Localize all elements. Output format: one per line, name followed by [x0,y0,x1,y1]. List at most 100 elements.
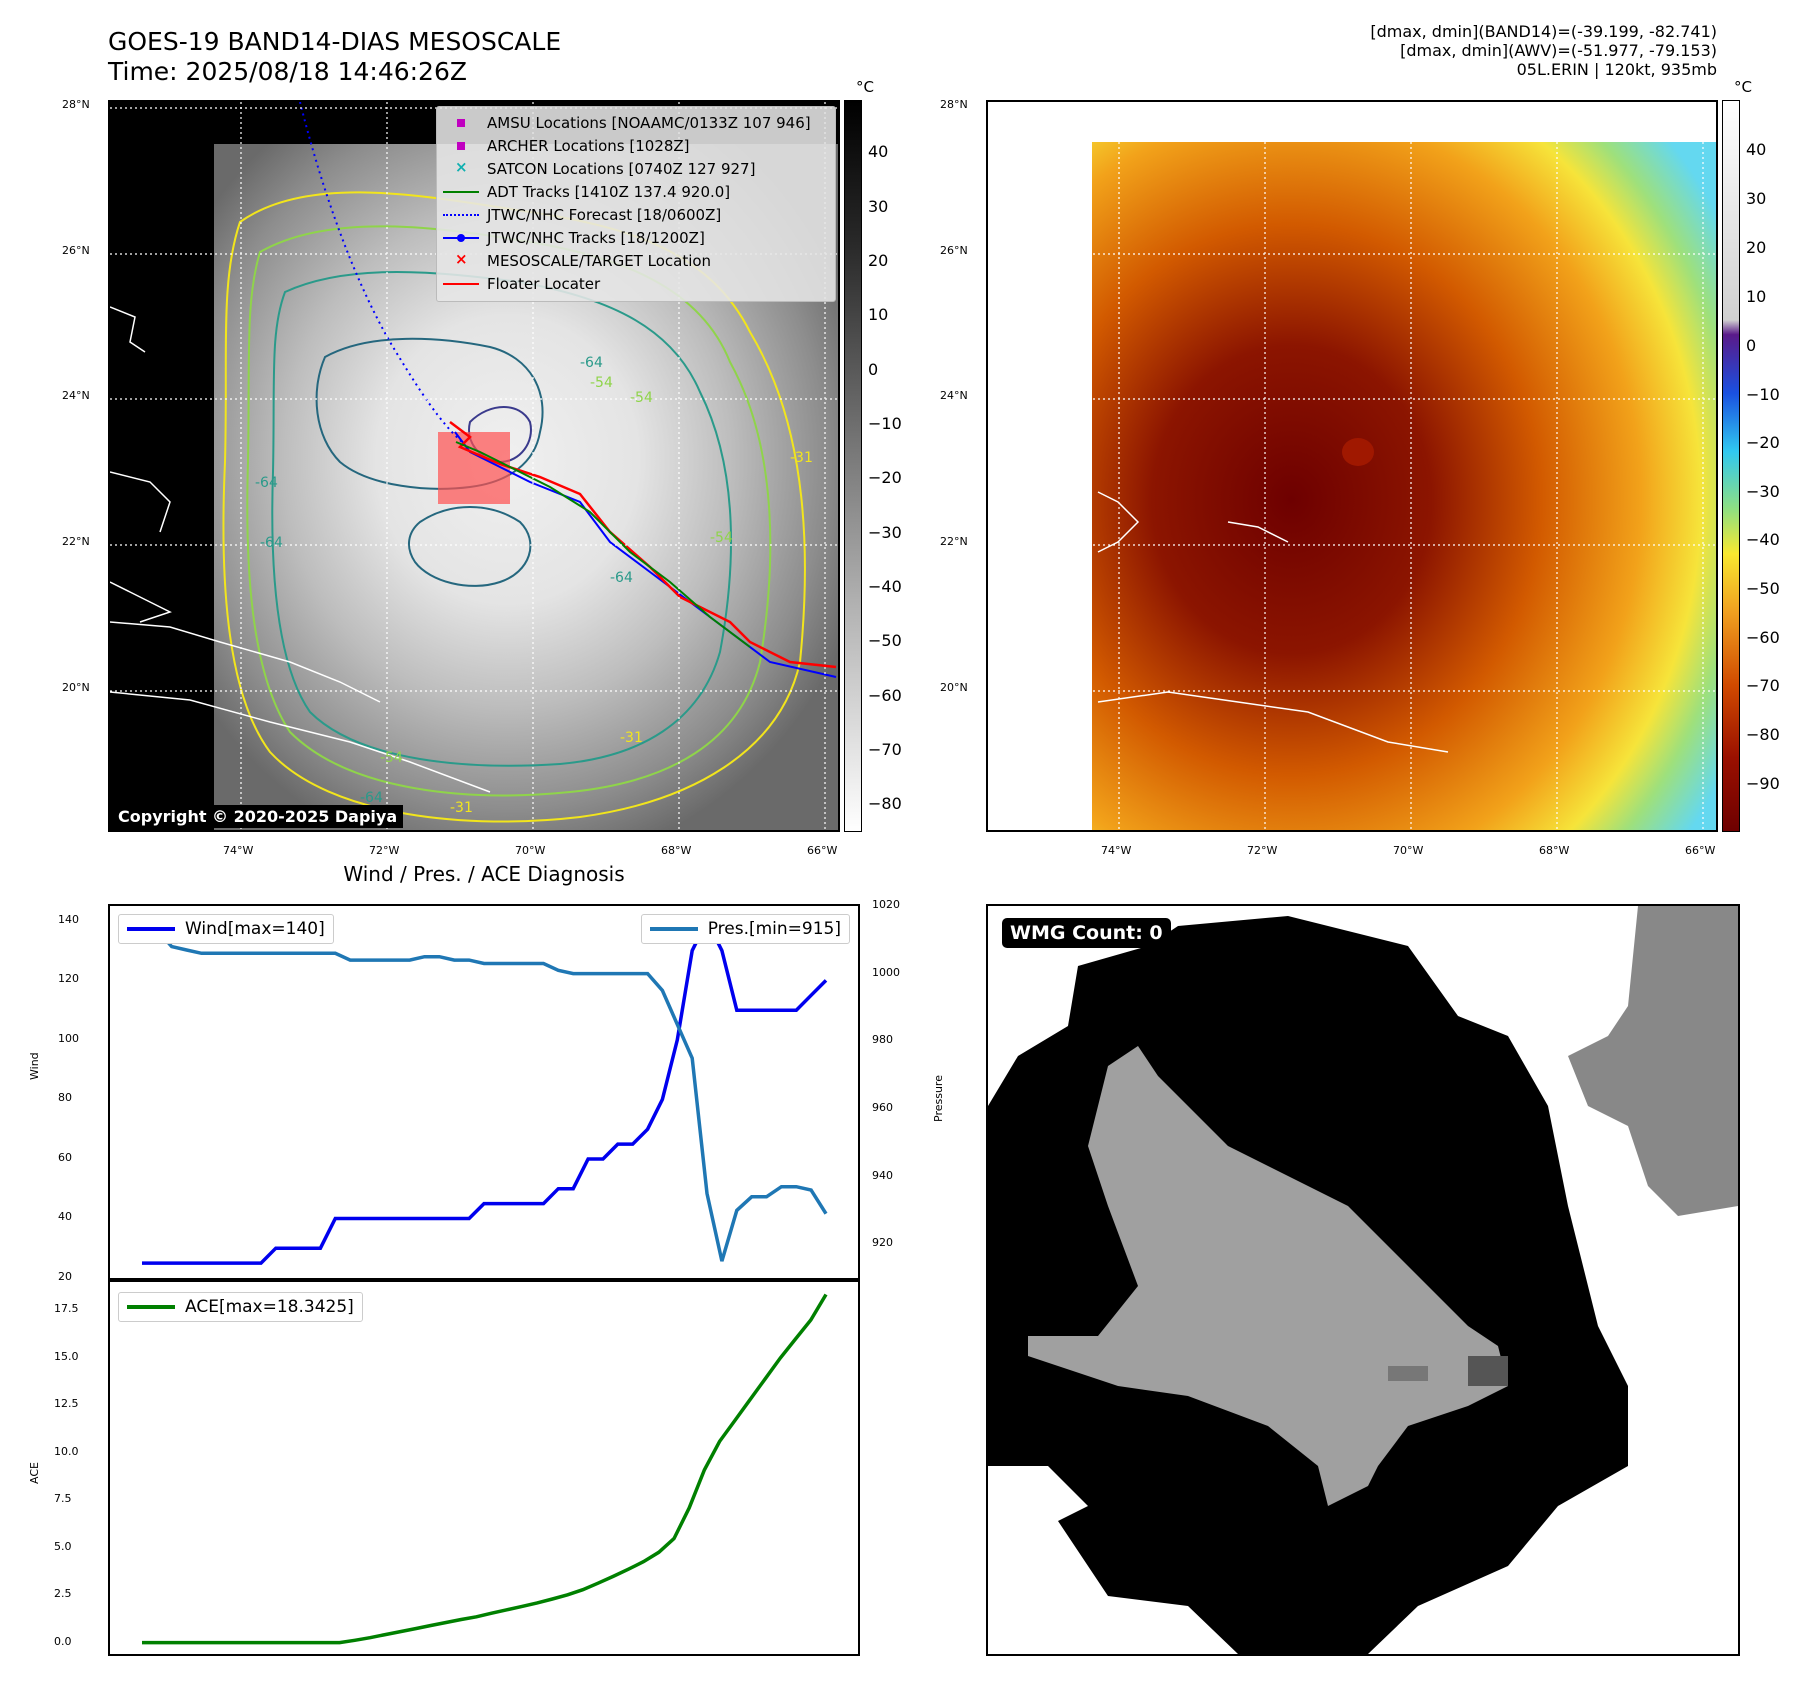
lat-tick-label: 22°N [940,535,968,548]
legend-swatch: × [455,249,468,268]
wind-ytick-label: 140 [58,912,79,926]
lat-tick-label: 26°N [940,244,968,257]
legend-swatch: × [455,157,468,176]
contour-label: -54 [380,750,403,766]
wind-ylabel: Wind [28,1052,41,1080]
wind-ytick-label: 60 [58,1150,72,1164]
gray-colorbar-tick: 40 [868,142,889,161]
wmg-gray-region-right [1568,906,1738,1216]
ace-ytick-label: 0.0 [54,1634,72,1648]
wmg-mid-cell [1388,1366,1428,1381]
lon-tick-label: 72°W [1247,844,1278,857]
ace-ytick-label: 5.0 [54,1539,72,1553]
color-map-gridlines [988,102,1716,830]
copyright-badge: Copyright © 2020-2025 Dapiya [112,805,404,828]
contour-label: -64 [360,790,383,806]
legend-label: SATCON Locations [0740Z 127 927] [487,159,756,178]
adt-track [455,441,751,648]
ace-ytick-label: 2.5 [54,1587,72,1601]
lon-tick-label: 66°W [1685,844,1716,857]
title-line-2: Time: 2025/08/18 14:46:26Z [108,57,467,86]
wind-ytick-label: 20 [58,1270,72,1283]
legend-label: Floater Locater [487,274,601,293]
stats-line-2: [dmax, dmin](AWV)=(-51.977, -79.153) [1400,41,1717,60]
map-legend: AMSU Locations [NOAAMC/0133Z 107 946] ARC… [436,106,836,302]
legend-swatch [443,185,479,199]
legend-swatch [443,277,479,291]
legend-swatch [443,208,479,222]
wmg-svg [988,906,1738,1654]
lon-tick-label: 74°W [223,844,254,857]
color-cloud-field [1092,142,1716,830]
color-colorbar-unit: °C [1734,78,1752,96]
wind-legend-label: Wind[max=140] [185,919,325,939]
coastlines-color [1097,491,1449,753]
lon-tick-label: 74°W [1101,844,1132,857]
color-colorbar-tick: −20 [1746,433,1780,452]
lat-tick-label: 22°N [62,535,90,548]
contour-label: -54 [590,375,613,391]
wind-legend: Wind[max=140] [118,914,334,944]
contour-label-group: -64 -54 -54 -31 -64 -64 -64 -54 -31 -64 … [255,355,813,816]
wmg-panel: WMG Count: 0 [986,904,1740,1656]
color-colorbar-tick: 10 [1746,287,1767,306]
gray-colorbar-tick: −40 [868,577,902,596]
color-colorbar-tick: −40 [1746,530,1780,549]
pressure-ytick-label: 920 [872,1236,893,1250]
legend-entry: Floater Locater [443,272,829,295]
lat-tick-label: 20°N [62,681,90,694]
chart-title: GOES-19 BAND14-DIAS MESOSCALE Time: 2025… [108,27,561,87]
pressure-legend: Pres.[min=915] [640,914,850,944]
pressure-ytick-label: 1000 [872,965,900,979]
color-colorbar [1722,100,1740,832]
pressure-ytick-label: 980 [872,1033,893,1047]
legend-label: ARCHER Locations [1028Z] [487,136,690,155]
contour-label: -31 [450,800,473,816]
ace-legend-label: ACE[max=18.3425] [185,1297,354,1317]
lon-tick-label: 70°W [515,844,546,857]
diagnosis-title: Wind / Pres. / ACE Diagnosis [343,862,625,886]
gray-colorbar-tick: −30 [868,523,902,542]
color-colorbar-tick: 0 [1746,336,1757,355]
ace-ytick-label: 17.5 [54,1302,79,1316]
wind-series-line [142,916,828,1265]
color-colorbar-tick: −80 [1746,725,1780,744]
eye [1342,438,1374,466]
lat-tick-label: 28°N [940,98,968,111]
gray-colorbar-tick: 20 [868,251,889,270]
legend-label: MESOSCALE/TARGET Location [487,251,712,270]
wind-legend-swatch [127,927,175,931]
pressure-ylabel: Pressure [932,1075,945,1122]
color-colorbar-tick: −50 [1746,579,1780,598]
lon-tick-label: 66°W [807,844,838,857]
pressure-ytick-label: 960 [872,1100,893,1114]
ir-map-panel: -64 -54 -54 -31 -64 -64 -64 -54 -31 -64 … [108,100,840,832]
ace-series-line [142,1293,828,1645]
lat-tick-label: 20°N [940,681,968,694]
title-line-1: GOES-19 BAND14-DIAS MESOSCALE [108,27,562,56]
ace-ytick-label: 7.5 [54,1492,72,1506]
color-colorbar-tick: 20 [1746,238,1767,257]
wmg-count-badge: WMG Count: 0 [1002,918,1171,948]
gray-colorbar-tick: −70 [868,740,902,759]
pressure-ytick-label: 1020 [872,898,900,911]
color-colorbar-tick: 30 [1746,189,1767,208]
legend-entry: ADT Tracks [1410Z 137.4 920.0] [443,180,829,203]
coastlines [110,306,491,793]
wind-ytick-label: 120 [58,972,79,986]
legend-label: AMSU Locations [NOAAMC/0133Z 107 946] [487,113,811,132]
wind-ytick-label: 40 [58,1210,72,1224]
legend-label: JTWC/NHC Tracks [18/1200Z] [487,228,705,247]
gray-colorbar-tick: −10 [868,414,902,433]
gray-colorbar-tick: 30 [868,197,889,216]
mesoscale-target-box [438,432,510,504]
contour-label: -54 [630,390,653,406]
gray-colorbar-tick: 0 [868,360,879,379]
legend-swatch [443,116,479,130]
gray-colorbar-tick: −80 [868,794,902,813]
pressure-series-line [142,927,828,1262]
stats-line-3: 05L.ERIN | 120kt, 935mb [1516,60,1717,79]
lat-tick-label: 24°N [940,389,968,402]
color-map-panel [986,100,1718,832]
legend-label: JTWC/NHC Forecast [18/0600Z] [487,205,722,224]
